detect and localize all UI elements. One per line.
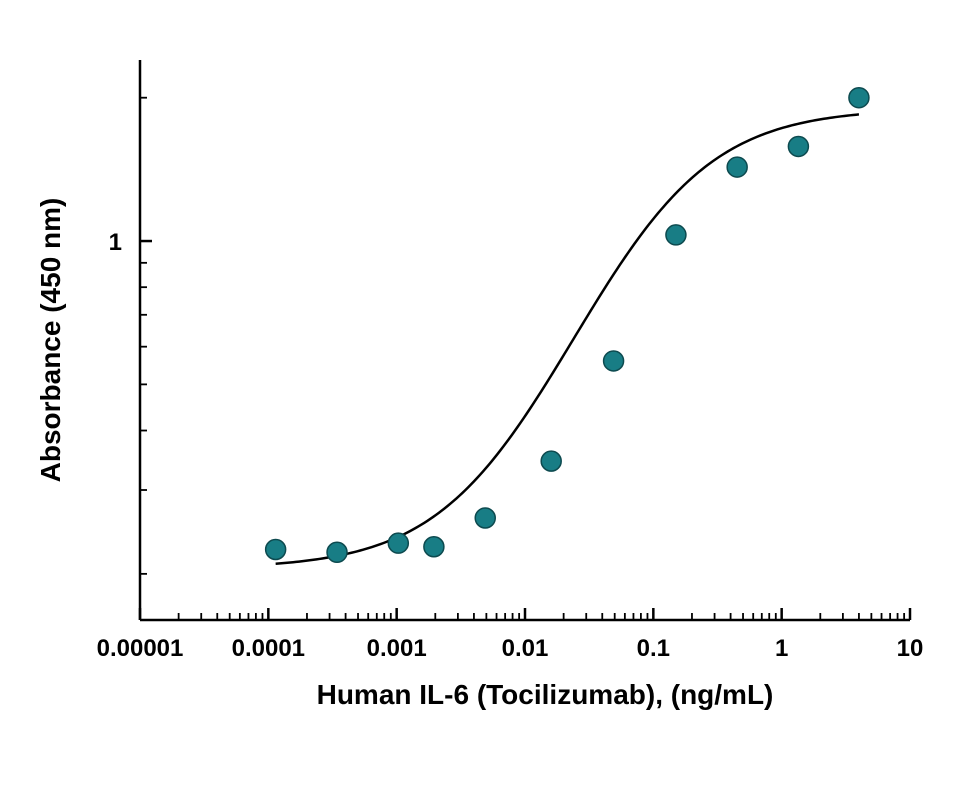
y-axis-label: Absorbance (450 nm) (35, 198, 66, 483)
data-point (849, 88, 869, 108)
x-tick-label: 1 (775, 635, 788, 662)
x-tick-label: 10 (897, 635, 924, 662)
data-point (788, 136, 808, 156)
data-point (727, 157, 747, 177)
data-point (424, 537, 444, 557)
x-axis-label: Human IL-6 (Tocilizumab), (ng/mL) (317, 679, 774, 710)
x-tick-label: 0.0001 (232, 635, 305, 662)
data-point (327, 542, 347, 562)
x-tick-label: 0.001 (367, 635, 427, 662)
data-point (266, 539, 286, 559)
x-tick-label: 0.00001 (97, 635, 184, 662)
dose-response-chart: 0.00001 0.0001 0.001 0.01 0.1 1 10 Human IL-6 (… (0, 0, 971, 786)
data-point (388, 533, 408, 553)
x-tick-label: 0.01 (502, 635, 549, 662)
data-point (541, 451, 561, 471)
data-point (666, 225, 686, 245)
data-point (604, 351, 624, 371)
chart-container: 0.00001 0.0001 0.001 0.01 0.1 1 10 Human IL-6 (… (0, 0, 971, 786)
data-point (475, 508, 495, 528)
y-tick-label: 1 (109, 229, 122, 256)
x-tick-label: 0.1 (637, 635, 670, 662)
